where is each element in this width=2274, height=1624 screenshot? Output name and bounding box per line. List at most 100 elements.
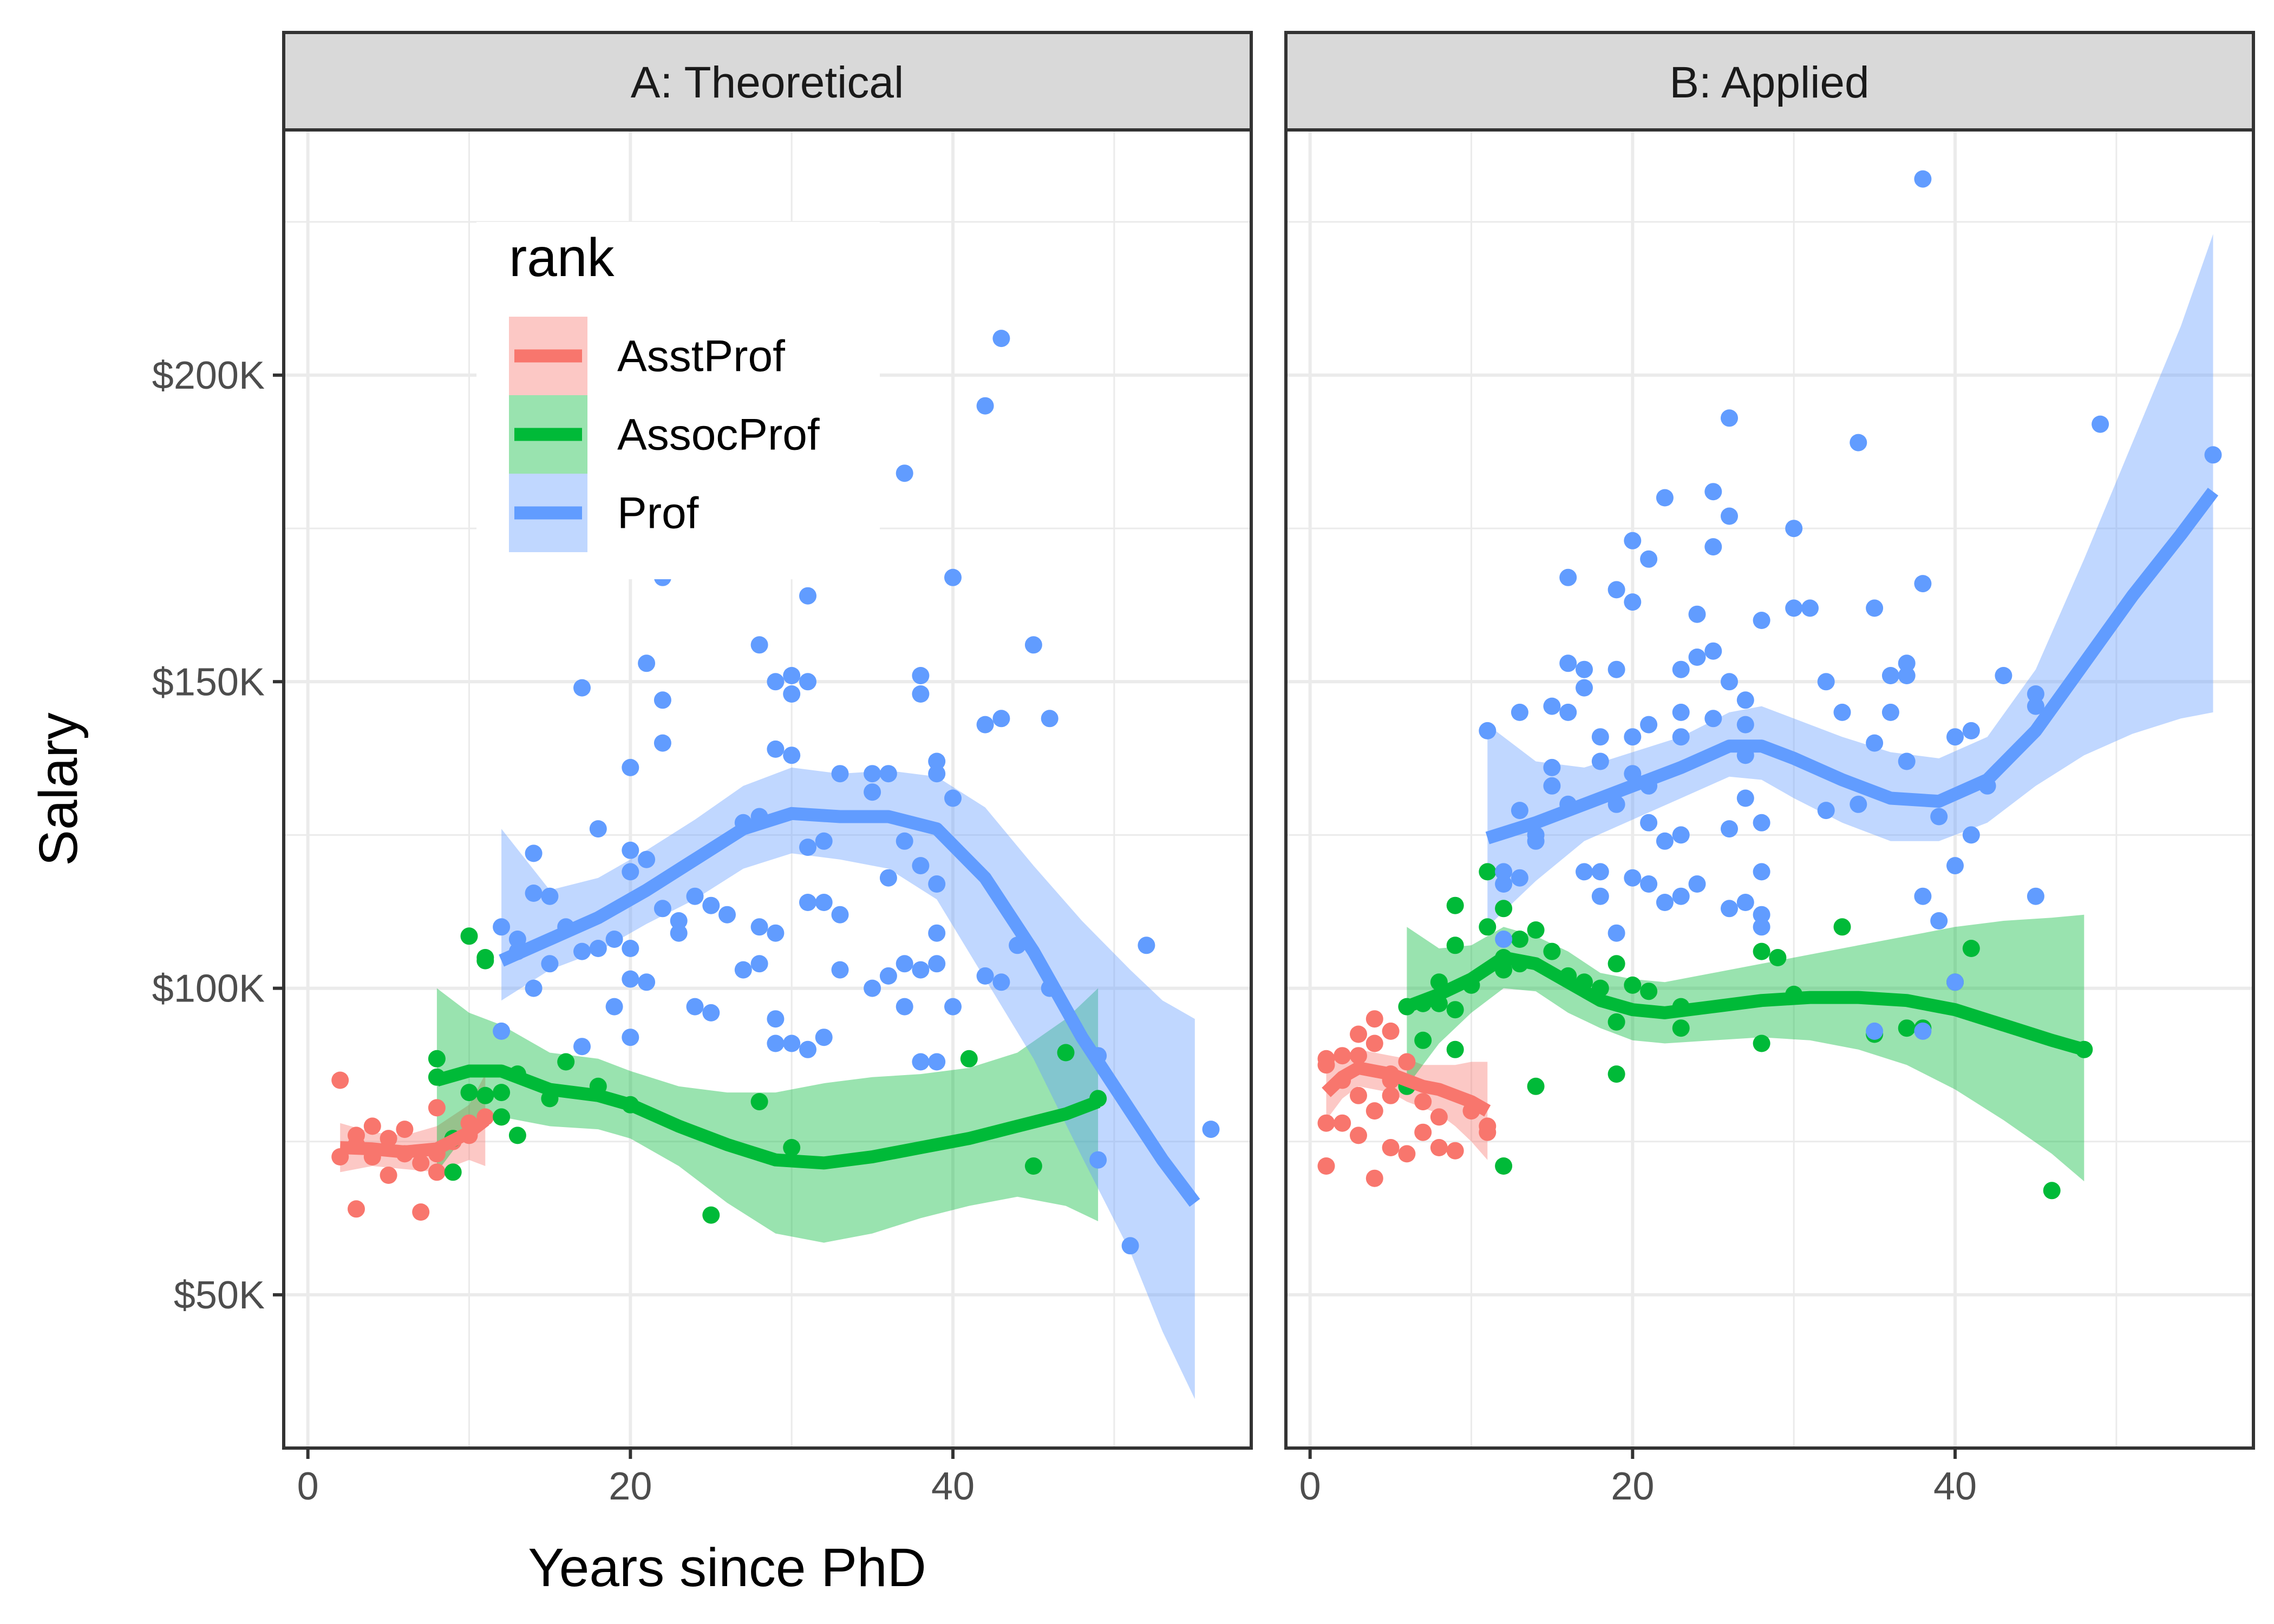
point-asstprof <box>1414 1123 1432 1141</box>
x-tick-label: 0 <box>1299 1465 1321 1508</box>
point-prof <box>638 654 656 672</box>
fit-line-prof <box>499 807 1200 1207</box>
point-prof <box>2027 685 2044 703</box>
legend-background <box>476 222 880 579</box>
point-asstprof <box>1430 1139 1448 1156</box>
point-prof <box>1576 660 1593 678</box>
point-prof <box>1624 532 1642 549</box>
legend-label-assocprof: AssocProf <box>617 410 820 460</box>
point-assocprof <box>1769 949 1787 966</box>
point-asstprof <box>1350 1047 1367 1065</box>
point-prof <box>1704 538 1722 556</box>
point-asstprof <box>1350 1025 1367 1043</box>
point-prof <box>767 740 785 758</box>
point-prof <box>815 832 833 850</box>
point-asstprof <box>348 1200 365 1218</box>
point-prof <box>1672 660 1690 678</box>
point-asstprof <box>1365 1010 1383 1028</box>
point-prof <box>493 1022 511 1040</box>
point-prof <box>976 967 994 985</box>
point-prof <box>1736 789 1754 807</box>
point-prof <box>1495 863 1513 881</box>
point-prof <box>1511 869 1528 887</box>
point-prof <box>944 789 962 807</box>
point-prof <box>1202 1121 1220 1138</box>
point-prof <box>1624 593 1642 611</box>
point-prof <box>1121 1237 1139 1255</box>
point-prof <box>1559 568 1577 586</box>
panel-b-strip-label: B: Applied <box>1669 58 1869 107</box>
point-asstprof <box>428 1099 446 1117</box>
point-prof <box>1736 691 1754 709</box>
point-asstprof <box>1414 1093 1432 1111</box>
point-prof <box>718 906 736 924</box>
legend-label-asstprof: AsstProf <box>617 332 785 381</box>
point-prof <box>1543 697 1561 715</box>
point-prof <box>799 894 816 911</box>
point-prof <box>1672 728 1690 746</box>
point-prof <box>1785 599 1803 617</box>
point-prof <box>783 1034 801 1052</box>
point-asstprof <box>1317 1056 1335 1074</box>
point-prof <box>783 685 801 703</box>
point-prof <box>1495 875 1513 893</box>
point-prof <box>944 998 962 1016</box>
point-prof <box>1962 826 1980 844</box>
point-prof <box>992 710 1010 728</box>
point-assocprof <box>702 1206 720 1224</box>
point-assocprof <box>1414 1031 1432 1049</box>
point-assocprof <box>1446 1040 1464 1058</box>
point-asstprof <box>428 1163 446 1181</box>
point-assocprof <box>508 1127 526 1144</box>
point-prof <box>1543 758 1561 776</box>
y-tick-label: $100K <box>152 967 265 1011</box>
legend-keys: AsstProf AssocProf Prof <box>509 317 820 552</box>
point-assocprof <box>1753 1034 1770 1052</box>
point-assocprof <box>1672 1019 1690 1037</box>
point-prof <box>783 667 801 684</box>
point-assocprof <box>1833 918 1851 936</box>
point-prof <box>589 940 607 957</box>
point-assocprof <box>460 1084 478 1102</box>
point-prof <box>767 1010 785 1028</box>
point-asstprof <box>348 1127 365 1144</box>
point-prof <box>1881 667 1899 684</box>
point-prof <box>767 924 785 942</box>
point-prof <box>1721 820 1738 838</box>
point-prof <box>912 857 930 875</box>
point-prof <box>1914 170 1932 188</box>
point-prof <box>1640 550 1658 568</box>
point-assocprof <box>1446 937 1464 954</box>
point-prof <box>2092 415 2109 433</box>
point-assocprof <box>1640 983 1658 1000</box>
point-prof <box>1721 900 1738 918</box>
panel-b: B: Applied <box>1284 31 2255 1450</box>
point-assocprof <box>428 1050 446 1068</box>
point-asstprof <box>1446 1142 1464 1160</box>
point-prof <box>1591 728 1609 746</box>
point-prof <box>1736 894 1754 911</box>
point-prof <box>928 1053 946 1071</box>
point-prof <box>605 998 623 1016</box>
point-prof <box>1817 802 1835 820</box>
x-tick-label: 40 <box>1933 1465 1977 1508</box>
point-prof <box>622 758 639 776</box>
point-prof <box>1801 599 1819 617</box>
point-prof <box>1608 581 1625 599</box>
point-assocprof <box>1608 1013 1625 1031</box>
point-asstprof <box>1365 1169 1383 1187</box>
point-prof <box>1511 802 1528 820</box>
point-prof <box>734 961 752 979</box>
x-axis-title: Years since PhD <box>528 1537 926 1598</box>
x-tick-label: 20 <box>609 1465 652 1508</box>
point-prof <box>783 746 801 764</box>
point-prof <box>622 841 639 859</box>
point-prof <box>1914 575 1932 593</box>
panel-a-strip <box>282 31 1253 132</box>
point-asstprof <box>1382 1086 1400 1104</box>
point-assocprof <box>1608 1065 1625 1083</box>
point-prof <box>1608 924 1625 942</box>
point-prof <box>928 765 946 783</box>
point-prof <box>2027 697 2044 715</box>
point-asstprof <box>1382 1022 1400 1040</box>
